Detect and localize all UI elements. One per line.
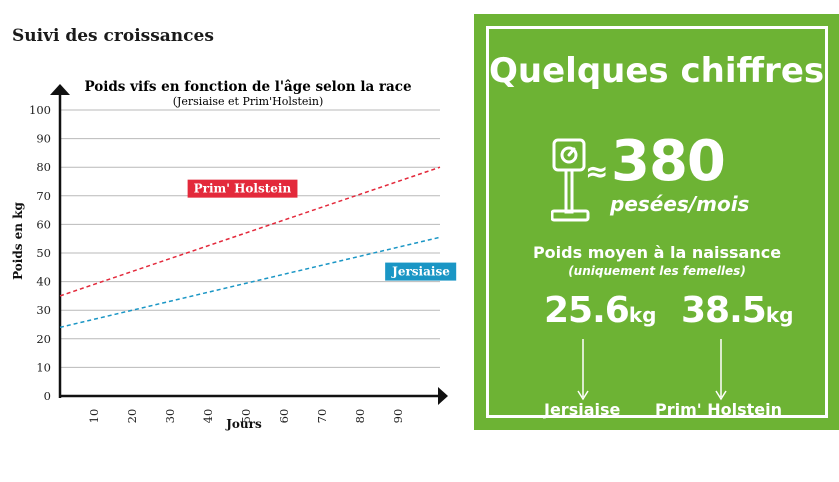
y-axis-arrowhead bbox=[50, 84, 70, 95]
series-label-text: Jersiaise bbox=[391, 265, 450, 279]
x-tick-label: 60 bbox=[277, 409, 291, 424]
y-tick-label: 40 bbox=[36, 275, 51, 289]
section-title: Suivi des croissances bbox=[12, 26, 214, 46]
chart-grid bbox=[60, 109, 440, 368]
series-line-1 bbox=[59, 236, 441, 329]
y-tick-label: 70 bbox=[36, 189, 51, 203]
series-label-tag bbox=[187, 179, 298, 198]
y-tick-label: 100 bbox=[29, 103, 51, 117]
series-label-text: Prim' Holstein bbox=[194, 182, 292, 196]
x-axis-ticks: 10 20 30 40 50 60 70 80 90 bbox=[87, 409, 405, 424]
breed-label-prim-holstein: Prim' Holstein bbox=[655, 400, 783, 419]
stat-prim-holstein: 38.5kg bbox=[681, 290, 793, 331]
x-axis-label: Jours bbox=[225, 417, 262, 431]
stat-jersiaise: 25.6kg bbox=[544, 290, 656, 331]
x-tick-label: 30 bbox=[163, 409, 177, 424]
approx-sign: ≈ bbox=[585, 155, 609, 188]
arrow-down-icon bbox=[577, 339, 589, 401]
y-tick-label: 0 bbox=[44, 389, 51, 403]
weighings-unit: pesées/mois bbox=[610, 192, 750, 216]
series-line-0 bbox=[59, 166, 441, 297]
stat-unit: kg bbox=[628, 303, 657, 327]
stat-value: 25.6 bbox=[544, 290, 630, 331]
weighings-count: 380 bbox=[611, 129, 726, 194]
x-tick-label: 90 bbox=[391, 409, 405, 424]
birth-weight-heading: Poids moyen à la naissance bbox=[532, 243, 782, 262]
key-figures-panel: Quelques chiffres : ≈ 380 pesées/mois Po… bbox=[474, 14, 839, 430]
y-tick-label: 90 bbox=[36, 132, 51, 146]
series-labels: Prim' Holstein Jersiaise bbox=[187, 179, 457, 281]
y-tick-label: 10 bbox=[36, 360, 51, 374]
scale-icon bbox=[551, 138, 590, 222]
y-tick-label: 60 bbox=[36, 217, 51, 231]
x-tick-label: 50 bbox=[239, 409, 253, 424]
stat-unit: kg bbox=[765, 303, 794, 327]
x-axis-arrowhead bbox=[438, 387, 448, 405]
chart-subtitle: (Jersiaise et Prim'Holstein) bbox=[173, 95, 324, 108]
chart-axes bbox=[50, 84, 448, 405]
panel-title: Quelques chiffres : bbox=[489, 51, 839, 91]
series-label-tag bbox=[385, 262, 457, 281]
x-tick-label: 10 bbox=[87, 409, 101, 424]
stat-value: 38.5 bbox=[681, 290, 767, 331]
birth-weight-note: (uniquement les femelles) bbox=[568, 264, 746, 278]
x-tick-label: 70 bbox=[315, 409, 329, 424]
x-tick-label: 20 bbox=[125, 409, 139, 424]
y-tick-label: 30 bbox=[36, 303, 51, 317]
y-tick-label: 50 bbox=[36, 246, 51, 260]
x-tick-label: 40 bbox=[201, 409, 215, 424]
y-axis-ticks: 0 10 20 30 40 50 60 70 80 90 100 bbox=[29, 103, 51, 403]
growth-chart: Poids vifs en fonction de l'âge selon la… bbox=[11, 79, 457, 431]
chart-title: Poids vifs en fonction de l'âge selon la… bbox=[84, 79, 411, 95]
y-axis-label: Poids en kg bbox=[11, 201, 25, 279]
y-tick-label: 80 bbox=[36, 160, 51, 174]
panel-border: Quelques chiffres : ≈ 380 pesées/mois Po… bbox=[486, 26, 839, 419]
y-tick-label: 20 bbox=[36, 332, 51, 346]
arrow-down-icon bbox=[715, 339, 727, 401]
breed-label-jersiaise: Jersiaise bbox=[544, 400, 621, 419]
chart-series bbox=[59, 166, 441, 329]
x-tick-label: 80 bbox=[353, 409, 367, 424]
